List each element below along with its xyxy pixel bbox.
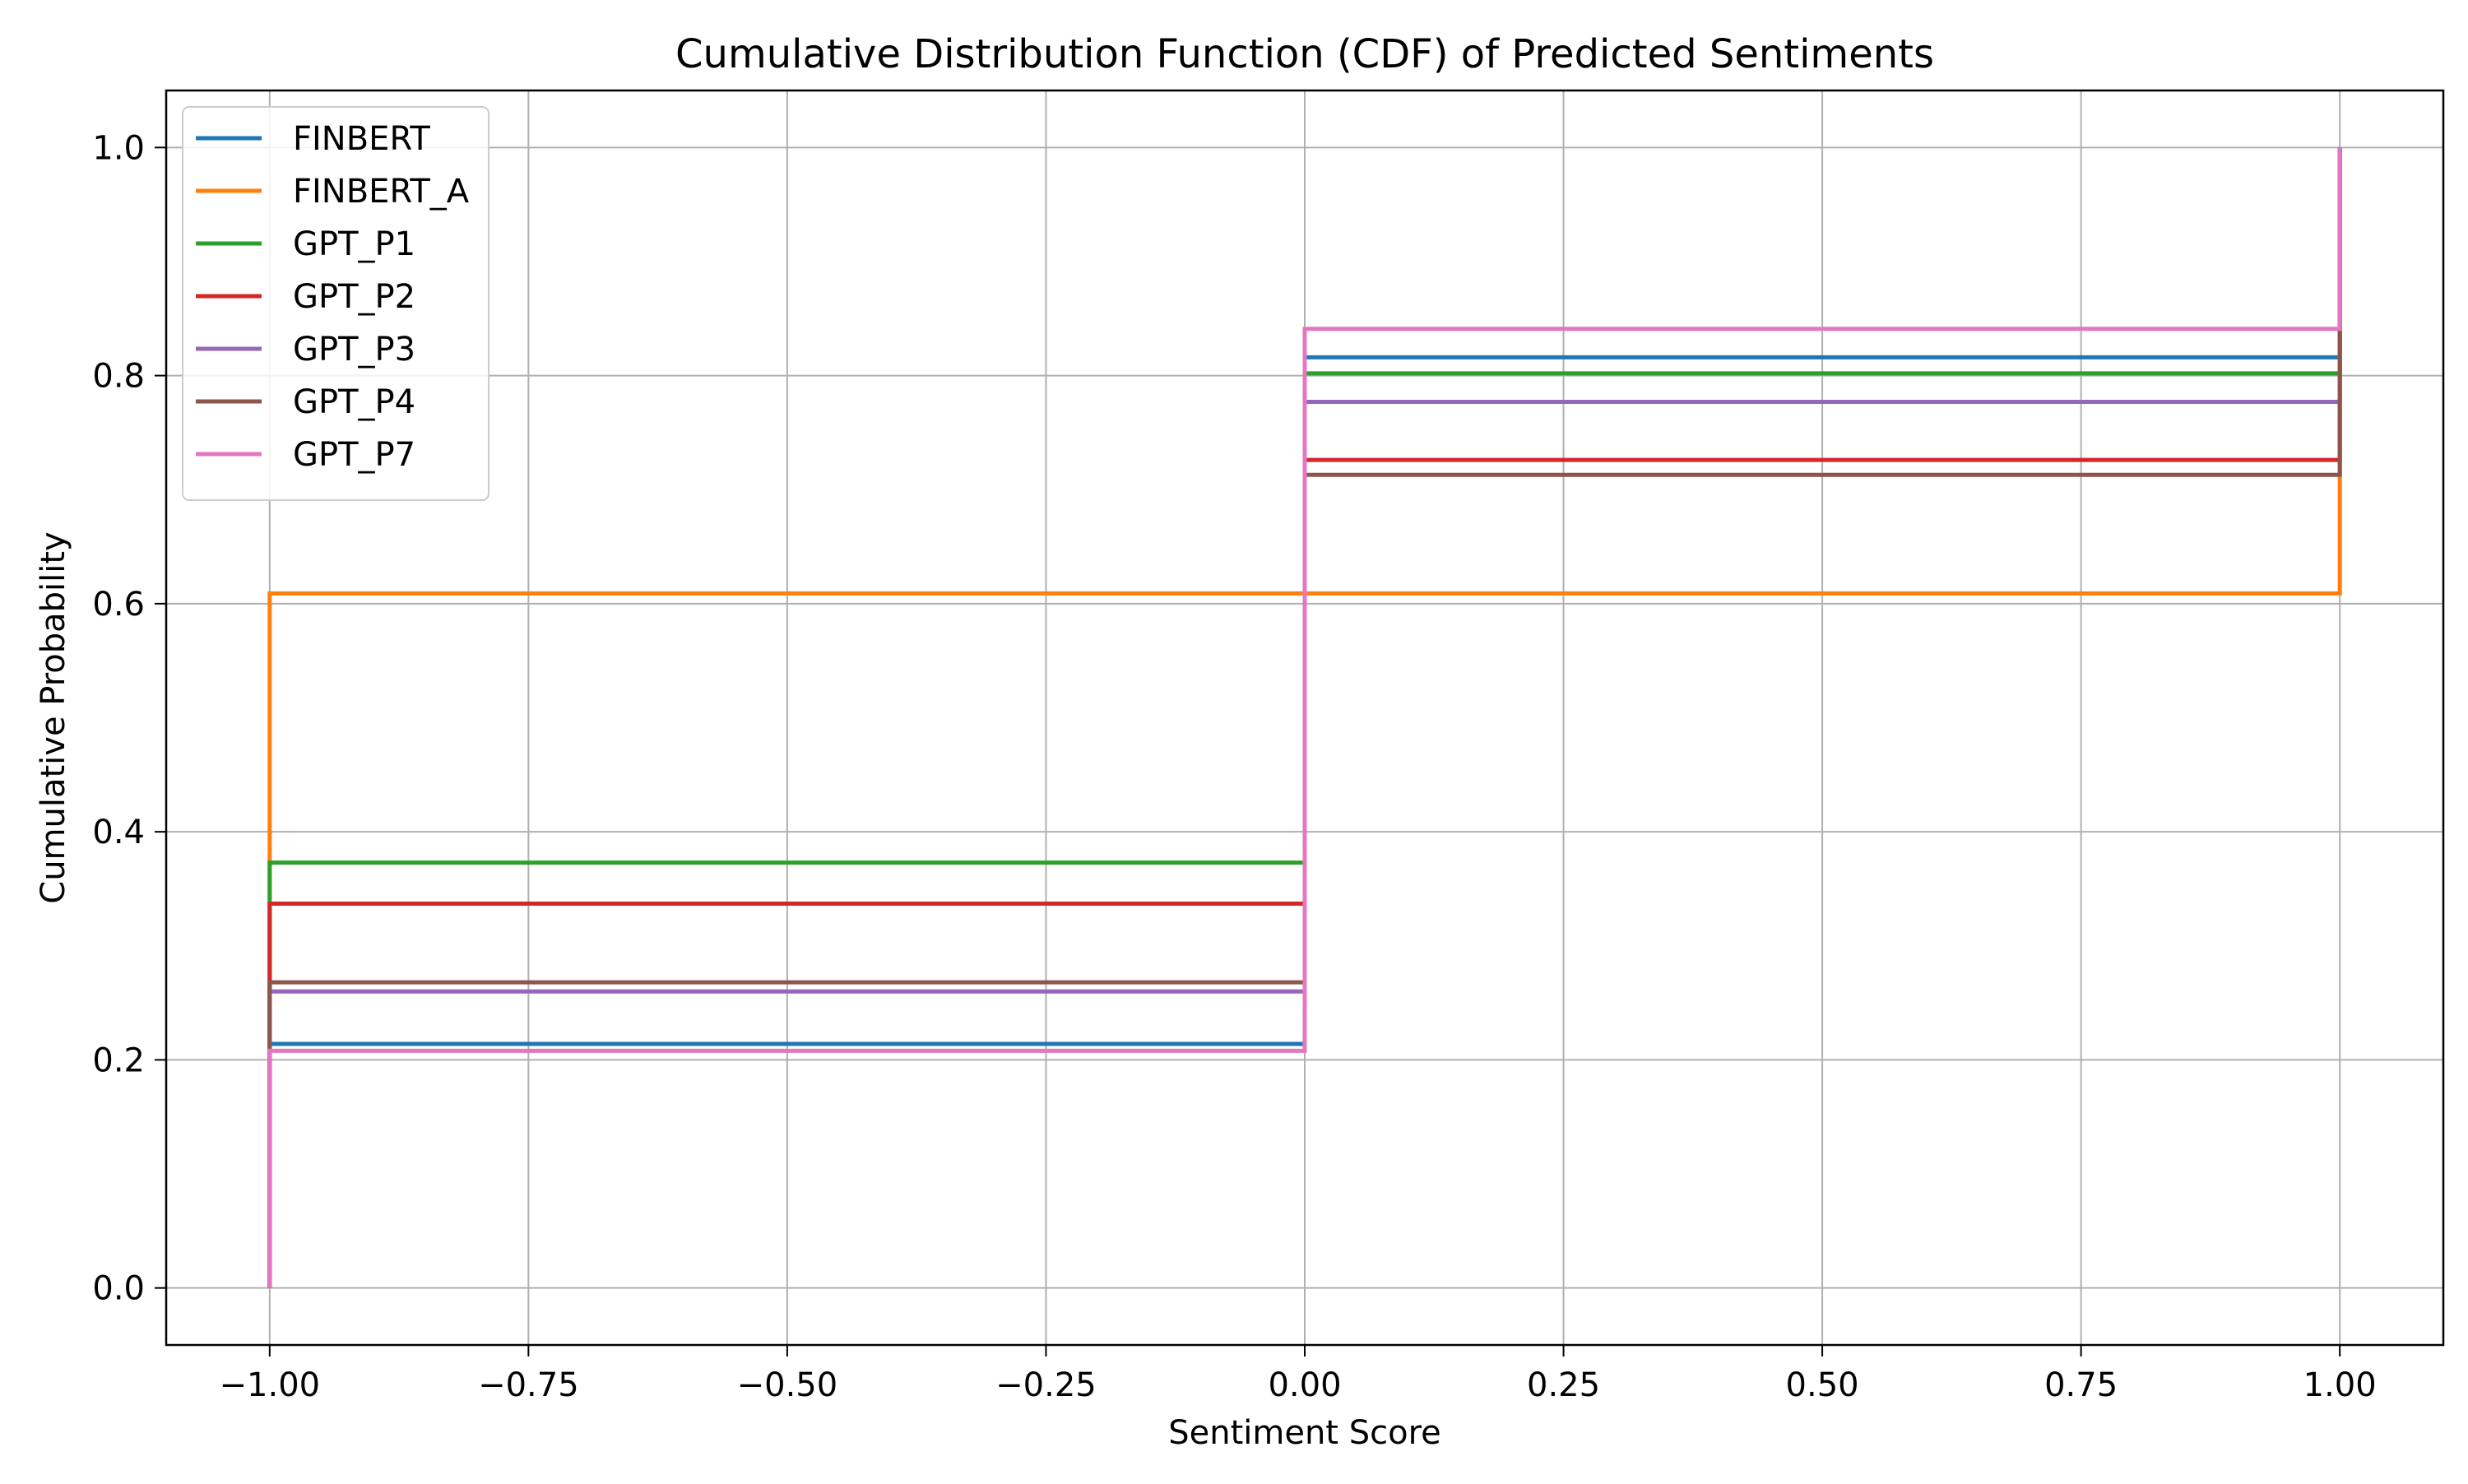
- legend-label: FINBERT: [293, 120, 430, 158]
- x-tick-label: 0.00: [1268, 1366, 1341, 1404]
- x-tick-label: −1.00: [220, 1366, 321, 1404]
- x-tick-label: −0.75: [478, 1366, 579, 1404]
- series-lines: [267, 147, 2342, 1288]
- y-tick-label: 0.8: [92, 358, 145, 396]
- series-line-gpt-p7: [267, 147, 2342, 1288]
- x-tick-label: −0.50: [737, 1366, 838, 1404]
- legend-label: FINBERT_A: [293, 173, 470, 211]
- chart-title: Cumulative Distribution Function (CDF) o…: [675, 31, 1934, 77]
- legend-label: GPT_P1: [293, 225, 415, 263]
- legend-label: GPT_P7: [293, 436, 415, 474]
- legend: FINBERT FINBERT_A GPT_P1 GPT_P2 GPT_P3 GPT_P4…: [182, 106, 489, 501]
- x-tick-label: 0.25: [1527, 1366, 1600, 1404]
- x-axis-label: Sentiment Score: [1168, 1414, 1441, 1452]
- legend-label: GPT_P4: [293, 383, 415, 421]
- x-tick-label: 0.50: [1786, 1366, 1859, 1404]
- x-tick-label: 0.75: [2044, 1366, 2118, 1404]
- y-tick-label: 0.4: [92, 814, 145, 851]
- legend-label: GPT_P3: [293, 331, 415, 369]
- x-tick-label: 1.00: [2303, 1366, 2377, 1404]
- x-tick-label: −0.25: [995, 1366, 1097, 1404]
- legend-label: GPT_P2: [293, 278, 415, 316]
- y-axis-label: Cumulative Probability: [35, 531, 72, 903]
- y-tick-label: 1.0: [92, 129, 145, 167]
- y-tick-label: 0.6: [92, 586, 145, 624]
- y-tick-label: 0.2: [92, 1041, 145, 1079]
- axis-ticks: −1.00 −0.75 −0.50 −0.25 0.00 0.25 0.50 0.75 1.00…: [92, 129, 2376, 1404]
- y-tick-label: 0.0: [92, 1270, 145, 1308]
